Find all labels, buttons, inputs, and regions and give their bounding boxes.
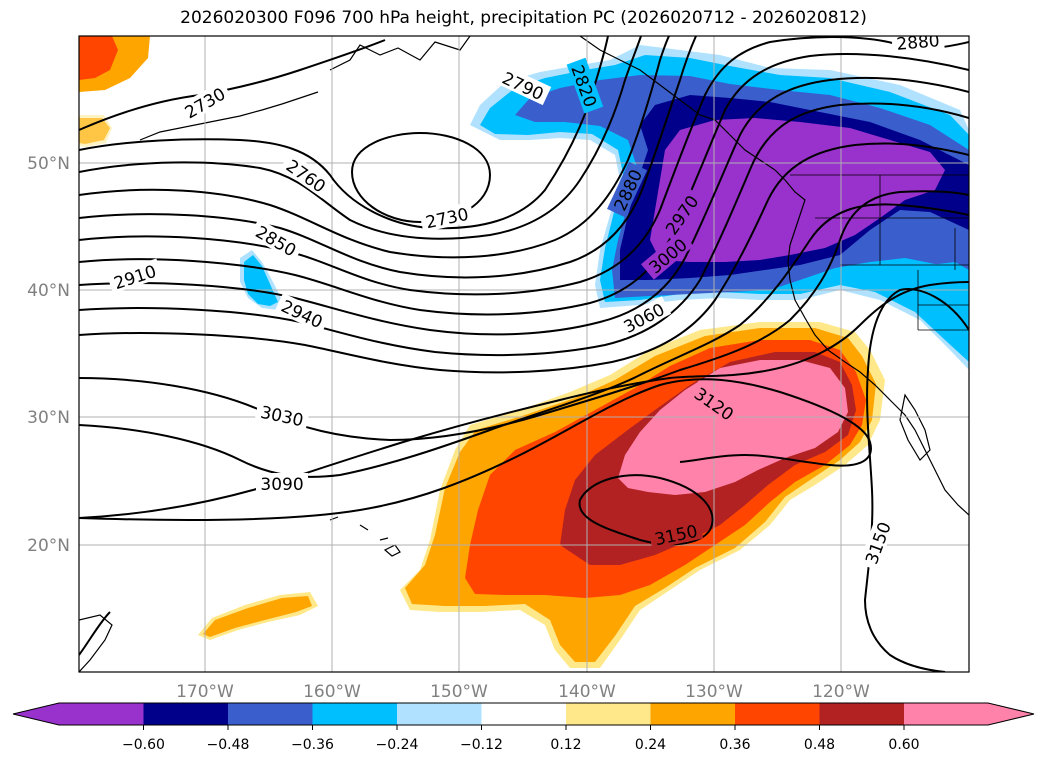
contour-2790 (79, 36, 642, 240)
colorbar-extend-low (13, 703, 59, 725)
lon-label-160w: 160°W (303, 682, 361, 702)
contour-2730-closed (350, 131, 492, 224)
contour-3150-closed (578, 474, 714, 546)
colorbar: −0.60 −0.48 −0.36 −0.24 −0.12 0.12 0.24 … (12, 702, 1035, 753)
colorbar-label-9: 0.60 (888, 737, 919, 753)
lat-label-40n: 40°N (27, 281, 70, 301)
colorbar-seg-10 (904, 703, 989, 725)
contour-2940 (79, 76, 969, 336)
lon-label-170w: 170°W (176, 682, 234, 702)
latitude-labels: 50°N 40°N 30°N 20°N (27, 154, 70, 556)
colorbar-seg-9 (819, 703, 905, 725)
contour-2910 (79, 52, 969, 316)
map-frame (78, 35, 970, 673)
lon-label-120w: 120°W (812, 682, 870, 702)
baja-california (899, 393, 931, 461)
contour-3120 (79, 378, 872, 521)
colorbar-label-6: 0.24 (635, 737, 666, 753)
lat-label-50n: 50°N (27, 154, 70, 174)
gridlines (79, 36, 969, 672)
anomaly-fill-pink (618, 360, 848, 495)
colorbar-label-1: −0.48 (207, 737, 250, 753)
colorbar-label-5: 0.12 (550, 737, 581, 753)
anomaly-fill-orange-small (203, 596, 312, 637)
colorbar-seg-2 (228, 703, 313, 725)
colorbar-label-2: −0.36 (291, 737, 334, 753)
map-area: 2730 2730 2760 2790 2820 2850 2880 2880 … (79, 31, 969, 672)
map-title: 2026020300 F096 700 hPa height, precipit… (180, 8, 867, 28)
contour-label-3090: 3090 (260, 475, 303, 495)
colorbar-ticks (143, 725, 905, 730)
colorbar-seg-0 (59, 703, 144, 725)
island-left-bottom (79, 614, 113, 672)
colorbar-extend-high (988, 703, 1034, 725)
contour-3000 (79, 142, 969, 374)
lat-label-20n: 20°N (27, 536, 70, 556)
lon-label-130w: 130°W (685, 682, 743, 702)
contour-label-2880-north: 2880 (896, 31, 941, 55)
lat-label-30n: 30°N (27, 408, 70, 428)
colorbar-outline (12, 702, 1035, 726)
colorbar-seg-1 (143, 703, 229, 725)
anomaly-fill-red-corner-top (79, 36, 118, 80)
contour-left-bottom (79, 611, 111, 656)
contour-2730-west (79, 39, 386, 131)
aleutian-chain (139, 91, 319, 141)
colorbar-seg-6 (566, 703, 651, 725)
colorbar-label-4: −0.12 (460, 737, 503, 753)
contour-3150-east (863, 288, 969, 672)
lon-label-150w: 150°W (430, 682, 488, 702)
longitude-labels: 170°W 160°W 150°W 140°W 130°W 120°W (176, 682, 870, 702)
colorbar-label-0: −0.60 (122, 737, 165, 753)
negative-precip-anomaly (240, 45, 969, 370)
colorbar-label-7: 0.36 (719, 737, 750, 753)
colorbar-label-3: −0.24 (376, 737, 419, 753)
colorbar-seg-5 (481, 703, 567, 725)
colorbar-seg-3 (312, 703, 398, 725)
contour-2820 (79, 36, 670, 259)
alaska-coastline (329, 36, 471, 71)
hawaii-islands (329, 516, 401, 557)
colorbar-seg-4 (397, 703, 482, 725)
anomaly-fill-yellow-corner-left (79, 115, 112, 147)
colorbar-seg-8 (735, 703, 820, 725)
anomaly-fill-purple (650, 118, 945, 262)
alaska-panhandle (579, 36, 776, 171)
colorbar-seg-7 (650, 703, 736, 725)
positive-precip-anomaly (79, 36, 885, 668)
bc-coastline (774, 169, 806, 246)
colorbar-label-8: 0.48 (804, 737, 835, 753)
lon-label-140w: 140°W (558, 682, 616, 702)
